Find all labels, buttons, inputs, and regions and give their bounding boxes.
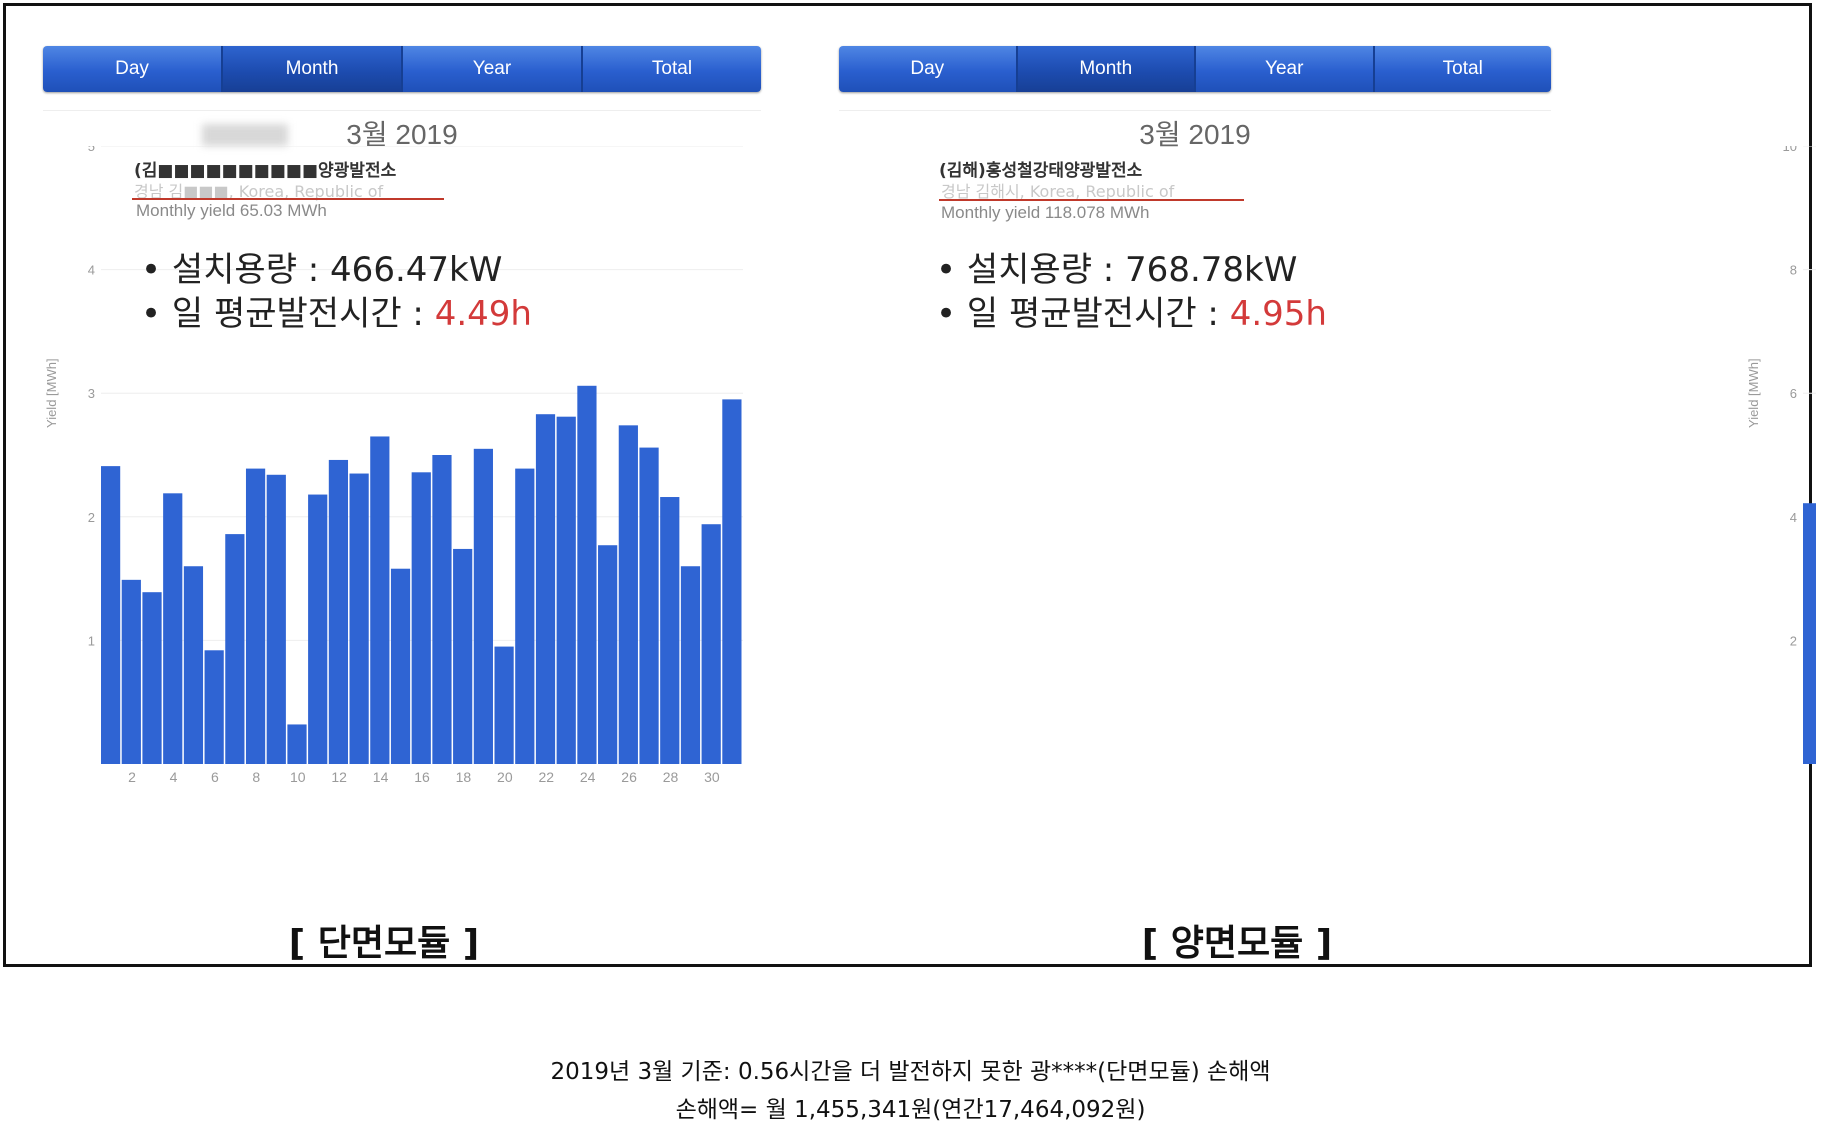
bar <box>390 568 411 764</box>
tab-month[interactable]: Month <box>1017 46 1196 92</box>
bar <box>660 497 680 764</box>
x-tick-label: 26 <box>621 769 637 785</box>
module-label: [ 단면모듈 ] <box>288 923 480 964</box>
plant-address: 경남 김■■■, Korea, Republic of <box>134 182 384 201</box>
capacity-label: • 설치용량 : 768.78kW <box>936 250 1298 290</box>
y-tick-label: 5 <box>88 146 95 154</box>
x-tick-label: 12 <box>331 769 347 785</box>
single-sided-module-panel: Day Month Year Total 3월 2019 1 2 3 4 5 Yield … <box>6 6 911 964</box>
x-tick-label: 10 <box>290 769 306 785</box>
x-tick-label: 20 <box>497 769 513 785</box>
caption-line-2: 손해액= 월 1,455,341원(연간17,464,092원) <box>675 1097 1146 1123</box>
x-tick-label: 18 <box>456 769 472 785</box>
x-tick-label: 2 <box>128 769 136 785</box>
avg-hours-line: • 일 평균발전시간 : 4.95h <box>936 286 1327 335</box>
bar <box>121 579 141 764</box>
comparison-frame: Day Month Year Total 3월 2019 1 2 3 4 5 Yield … <box>3 3 1816 967</box>
bar <box>411 472 431 764</box>
bar <box>101 466 121 764</box>
tab-total[interactable]: Total <box>1374 46 1551 92</box>
x-tick-label: 4 <box>170 769 178 785</box>
bar <box>266 474 286 764</box>
date-label: 3월 2019 <box>43 110 761 150</box>
x-tick-label: 22 <box>538 769 554 785</box>
redaction-blur <box>202 124 288 146</box>
bar <box>535 414 556 764</box>
tab-year[interactable]: Year <box>1196 46 1375 92</box>
y-tick-label: 8 <box>1790 263 1797 278</box>
tab-year[interactable]: Year <box>403 46 583 92</box>
bar <box>577 385 597 764</box>
bar <box>618 425 638 764</box>
monthly-yield: Monthly yield 65.03 MWh <box>136 201 327 220</box>
bar <box>639 447 659 764</box>
tab-day[interactable]: Day <box>43 46 223 92</box>
bar <box>183 566 204 764</box>
plant-address: 경남 김해시, Korea, Republic of <box>941 182 1175 201</box>
bar <box>701 524 721 764</box>
avg-hours-line: • 일 평균발전시간 : 4.49h <box>141 286 532 335</box>
bar <box>515 468 535 764</box>
x-tick-label: 6 <box>211 769 219 785</box>
x-tick-label: 30 <box>704 769 720 785</box>
date-label: 3월 2019 <box>839 110 1551 150</box>
period-tabs: Day Month Year Total <box>43 46 761 92</box>
plant-name: (김■■■■■■■■■■양광발전소 <box>134 161 397 181</box>
tab-day[interactable]: Day <box>839 46 1018 92</box>
bar <box>556 416 576 764</box>
bar <box>453 548 473 764</box>
y-tick-label: 6 <box>1790 386 1797 401</box>
bar <box>598 545 618 764</box>
y-tick-label: 2 <box>1790 633 1797 648</box>
avg-hours-label: • 일 평균발전시간 : <box>936 294 1230 334</box>
y-axis-label: Yield [MWh] <box>44 358 59 428</box>
tab-total[interactable]: Total <box>583 46 761 92</box>
bar <box>432 455 452 764</box>
bar <box>370 436 390 764</box>
x-tick-label: 8 <box>252 769 260 785</box>
x-tick-label: 28 <box>663 769 679 785</box>
bar <box>680 566 701 764</box>
bar <box>163 493 183 764</box>
avg-hours-value: 4.95h <box>1229 294 1327 334</box>
y-axis-label: Yield [MWh] <box>1746 358 1761 428</box>
tab-month[interactable]: Month <box>223 46 403 92</box>
plant-name: (김해)홍성철강태양광발전소 <box>939 161 1143 181</box>
avg-hours-value: 4.49h <box>434 294 532 334</box>
capacity-label: • 설치용량 : 466.47kW <box>141 250 503 290</box>
x-tick-label: 14 <box>373 769 389 785</box>
y-tick-label: 2 <box>88 510 95 525</box>
monthly-yield: Monthly yield 118.078 MWh <box>941 203 1150 222</box>
avg-hours-label: • 일 평균발전시간 : <box>141 294 435 334</box>
bar <box>287 724 307 764</box>
bar <box>328 459 349 764</box>
bar <box>142 592 162 764</box>
y-tick-label: 4 <box>88 263 95 278</box>
bar <box>1803 503 1816 764</box>
red-underline <box>132 198 444 200</box>
bar <box>349 473 369 764</box>
bar <box>245 468 266 764</box>
y-tick-label: 1 <box>88 633 95 648</box>
bar <box>308 494 328 764</box>
bar <box>225 534 245 764</box>
caption-line-1: 2019년 3월 기준: 0.56시간을 더 발전하지 못한 광****(단면모… <box>550 1059 1271 1085</box>
module-label: [ 양면모듈 ] <box>1141 923 1333 964</box>
x-tick-label: 24 <box>580 769 596 785</box>
y-tick-label: 4 <box>1790 510 1797 525</box>
bar <box>473 448 493 764</box>
y-tick-label: 3 <box>88 386 95 401</box>
period-tabs: Day Month Year Total <box>839 46 1551 92</box>
bar <box>722 399 742 764</box>
y-tick-label: 10 <box>1783 146 1797 154</box>
x-tick-label: 16 <box>414 769 430 785</box>
red-underline <box>939 199 1244 201</box>
bar <box>494 646 514 764</box>
bar <box>204 650 224 764</box>
bifacial-module-panel: Day Month Year Total 3월 2019 2 4 6 8 10 Yield… <box>839 6 1816 964</box>
